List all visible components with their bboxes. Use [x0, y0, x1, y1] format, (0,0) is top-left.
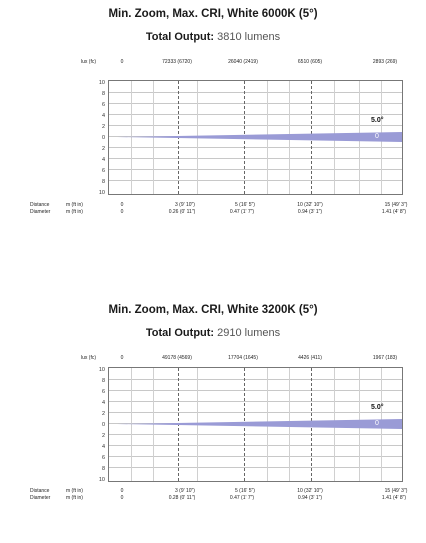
beam-plot: 5.0° 0: [108, 367, 403, 482]
y-tick: 8: [101, 179, 105, 185]
lux-label: lux (fc): [81, 355, 96, 361]
lux-value-4: 1967 (183): [372, 355, 398, 361]
diameter-unit: m (ft in): [66, 495, 83, 501]
beam-spread: [117, 132, 402, 142]
y-tick: 0: [101, 422, 105, 428]
diameter-value-4: 1.41 (4' 8"): [381, 495, 407, 501]
y-tick: 0: [101, 135, 105, 141]
distance-label: Distance: [30, 488, 50, 494]
beam-angle-label: 5.0°: [371, 404, 384, 411]
y-tick: 8: [101, 378, 105, 384]
lux-value-2: 17704 (1645): [228, 355, 258, 361]
photometric-chart-1: Min. Zoom, Max. CRI, White 6000K (5°) To…: [0, 8, 426, 248]
distance-label: Distance: [30, 202, 50, 208]
y-tick: 6: [101, 389, 105, 395]
distance-value-3: 10 (32' 10"): [297, 202, 323, 208]
lux-label: lux (fc): [81, 59, 96, 65]
diameter-value-0: 0: [120, 209, 124, 215]
total-output: Total Output: 3810 lumens: [0, 31, 426, 43]
beam-angle-label: 5.0°: [371, 117, 384, 124]
y-tick: 10: [98, 80, 105, 86]
y-tick: 4: [101, 157, 105, 163]
y-tick: 6: [101, 455, 105, 461]
lux-value-1: 49178 (4569): [162, 355, 192, 361]
photometric-chart-2: Min. Zoom, Max. CRI, White 3200K (5°) To…: [0, 285, 426, 543]
lux-value-0: 0: [120, 355, 124, 361]
total-output-value: 2910 lumens: [217, 327, 281, 339]
lux-value-0: 0: [120, 59, 124, 65]
distance-value-0: 0: [120, 202, 124, 208]
beam-spread: [117, 419, 402, 429]
beam-plot: 5.0° 0: [108, 80, 403, 195]
y-tick: 8: [101, 91, 105, 97]
distance-value-1: 3 (9' 10"): [175, 202, 195, 208]
lux-value-3: 4426 (411): [298, 355, 322, 361]
diameter-unit: m (ft in): [66, 209, 83, 215]
diameter-value-1: 0.28 (0' 11"): [168, 495, 196, 501]
beam-zero-label: 0: [375, 420, 379, 427]
chart-title: Min. Zoom, Max. CRI, White 3200K (5°): [108, 304, 318, 316]
distance-value-4: 15 (49' 3"): [384, 202, 408, 208]
y-tick: 6: [101, 168, 105, 174]
lux-value-3: 6510 (605): [297, 59, 323, 65]
y-tick: 4: [101, 113, 105, 119]
distance-unit: m (ft in): [66, 202, 83, 208]
diameter-value-1: 0.26 (0' 11"): [168, 209, 196, 215]
total-output: Total Output: 2910 lumens: [0, 327, 426, 339]
y-tick: 2: [101, 411, 105, 417]
y-tick: 10: [98, 190, 105, 196]
distance-value-0: 0: [120, 488, 124, 494]
beam-zero-label: 0: [375, 133, 379, 140]
diameter-value-4: 1.41 (4' 8"): [381, 209, 407, 215]
distance-value-2: 5 (16' 5"): [235, 488, 255, 494]
total-output-label: Total Output:: [145, 327, 215, 339]
diameter-value-3: 0.94 (3' 1"): [297, 495, 323, 501]
distance-value-2: 5 (16' 5"): [235, 202, 255, 208]
diameter-value-3: 0.94 (3' 1"): [297, 209, 323, 215]
diameter-label: Diameter: [30, 495, 51, 501]
total-output-value: 3810 lumens: [217, 31, 281, 43]
y-tick: 2: [101, 433, 105, 439]
y-tick: 8: [101, 466, 105, 472]
diameter-label: Diameter: [30, 209, 51, 215]
lux-value-1: 72333 (6720): [162, 59, 192, 65]
distance-value-4: 15 (49' 3"): [384, 488, 408, 494]
lux-value-4: 2893 (269): [372, 59, 398, 65]
distance-unit: m (ft in): [66, 488, 83, 494]
y-tick: 4: [101, 444, 105, 450]
y-tick: 2: [101, 146, 105, 152]
y-tick: 4: [101, 400, 105, 406]
y-tick: 6: [101, 102, 105, 108]
diameter-value-0: 0: [120, 495, 124, 501]
diameter-value-2: 0.47 (1' 7"): [229, 209, 255, 215]
y-tick: 10: [98, 477, 105, 483]
diameter-value-2: 0.47 (1' 7"): [229, 495, 255, 501]
lux-value-2: 26040 (2419): [228, 59, 258, 65]
y-tick: 10: [98, 367, 105, 373]
distance-value-1: 3 (9' 10"): [175, 488, 195, 494]
y-tick: 2: [101, 124, 105, 130]
chart-title: Min. Zoom, Max. CRI, White 6000K (5°): [108, 8, 318, 20]
total-output-label: Total Output:: [145, 31, 215, 43]
distance-value-3: 10 (32' 10"): [297, 488, 323, 494]
